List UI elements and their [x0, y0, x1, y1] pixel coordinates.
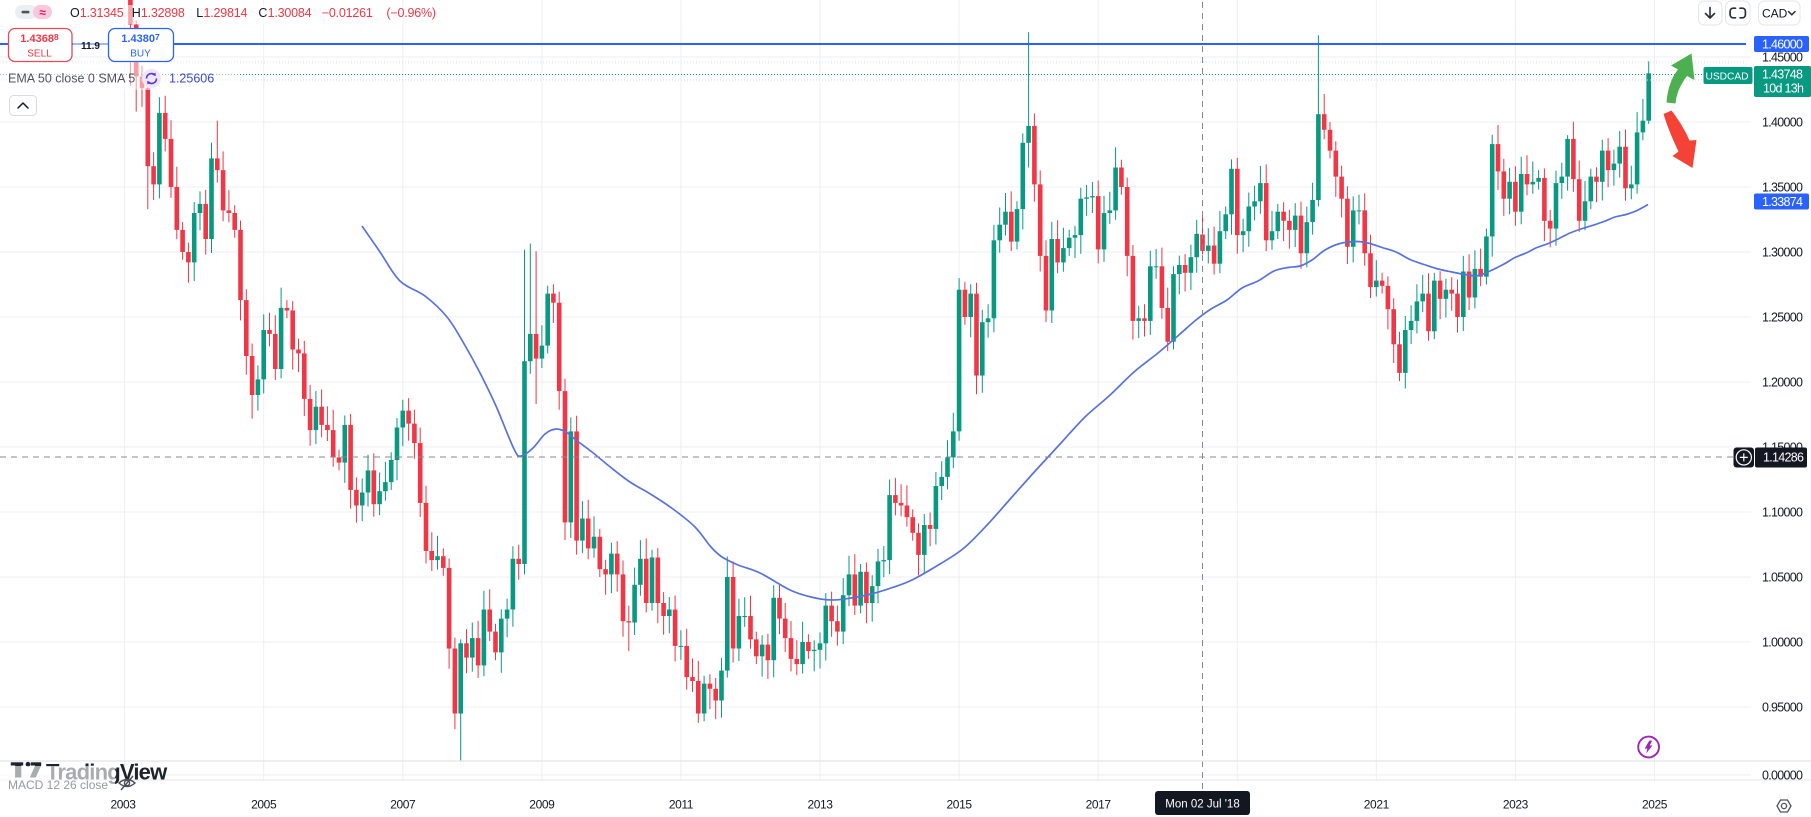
svg-text:2009: 2009 — [529, 798, 555, 812]
svg-text:2011: 2011 — [669, 798, 694, 812]
svg-text:1.00000: 1.00000 — [1762, 636, 1803, 650]
svg-text:0.00000: 0.00000 — [1762, 769, 1803, 783]
svg-text:1.43688: 1.43688 — [20, 32, 59, 45]
svg-text:2013: 2013 — [807, 798, 833, 812]
svg-text:1.45000: 1.45000 — [1762, 51, 1803, 65]
svg-text:≈: ≈ — [39, 6, 46, 20]
svg-text:SELL: SELL — [27, 49, 52, 60]
svg-text:2023: 2023 — [1503, 798, 1529, 812]
svg-text:1.30000: 1.30000 — [1762, 246, 1803, 260]
svg-text:1.20000: 1.20000 — [1762, 376, 1803, 390]
svg-text:1.43748: 1.43748 — [1762, 68, 1803, 82]
svg-text:1.40000: 1.40000 — [1762, 116, 1803, 130]
svg-text:1.43807: 1.43807 — [121, 32, 160, 45]
svg-text:BUY: BUY — [130, 49, 151, 60]
svg-text:1.10000: 1.10000 — [1762, 506, 1803, 520]
svg-text:11.9: 11.9 — [81, 41, 100, 52]
svg-text:2007: 2007 — [390, 798, 416, 812]
svg-text:USDCAD: USDCAD — [1705, 72, 1748, 83]
svg-text:1.25606: 1.25606 — [169, 72, 214, 86]
svg-text:EMA 50 close 0 SMA 5: EMA 50 close 0 SMA 5 — [8, 72, 135, 86]
svg-text:2025: 2025 — [1642, 798, 1668, 812]
svg-text:CAD: CAD — [1762, 7, 1788, 21]
svg-text:2005: 2005 — [251, 798, 277, 812]
svg-text:1.05000: 1.05000 — [1762, 571, 1803, 585]
svg-text:1.46000: 1.46000 — [1762, 38, 1803, 52]
svg-text:2021: 2021 — [1364, 798, 1390, 812]
svg-text:0.95000: 0.95000 — [1762, 701, 1803, 715]
svg-text:1.14286: 1.14286 — [1763, 451, 1804, 465]
svg-text:2003: 2003 — [110, 798, 136, 812]
svg-text:MACD 12 26 close: MACD 12 26 close — [8, 778, 108, 792]
svg-text:1.25000: 1.25000 — [1762, 311, 1803, 325]
svg-text:1.35000: 1.35000 — [1762, 181, 1803, 195]
svg-text:10d 13h: 10d 13h — [1763, 82, 1804, 96]
svg-text:Mon 02 Jul '18: Mon 02 Jul '18 — [1165, 799, 1239, 811]
svg-text:2015: 2015 — [947, 798, 973, 812]
svg-text:1.33874: 1.33874 — [1762, 195, 1803, 209]
svg-text:2017: 2017 — [1086, 798, 1112, 812]
